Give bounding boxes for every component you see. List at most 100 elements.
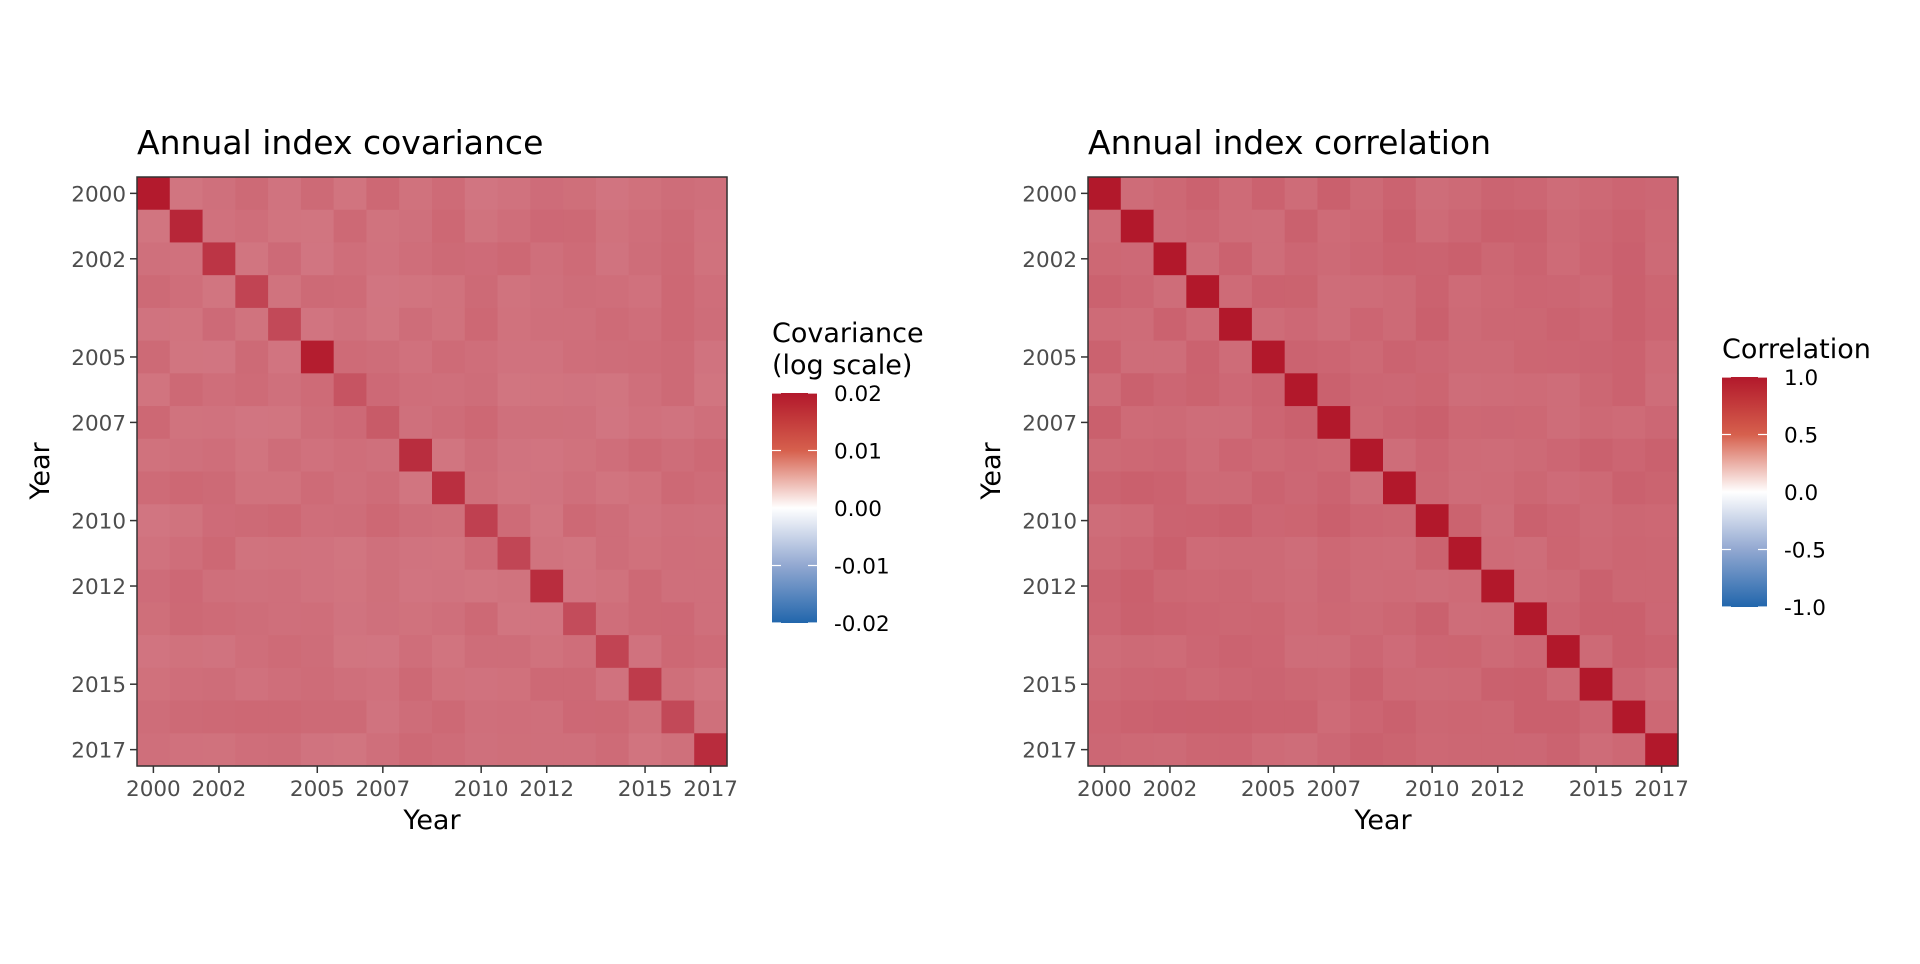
legend-label: 0.5	[1784, 424, 1818, 449]
heatmap-cell-diagonal	[1383, 471, 1417, 505]
heatmap-cell	[464, 275, 499, 309]
heatmap-cell	[1514, 406, 1548, 440]
heatmap-cell	[1153, 307, 1187, 342]
heatmap-cell	[1284, 733, 1319, 767]
heatmap-cell	[1612, 569, 1646, 603]
heatmap-cell	[1350, 635, 1384, 669]
heatmap-cell	[661, 536, 695, 571]
heatmap-cell	[595, 569, 630, 603]
heatmap-cell	[1514, 700, 1548, 734]
x-tick-label: 2015	[1569, 777, 1624, 802]
heatmap-cell	[464, 242, 499, 276]
heatmap-cell	[202, 177, 236, 211]
heatmap-cell	[694, 536, 728, 571]
heatmap-cell	[202, 667, 236, 702]
heatmap-cell	[1088, 406, 1122, 440]
heatmap-cell	[432, 536, 466, 571]
heatmap-cell	[432, 242, 466, 276]
heatmap-cell	[661, 340, 695, 374]
heatmap-cell	[1448, 177, 1482, 211]
heatmap-cell-diagonal	[1317, 406, 1351, 440]
heatmap-cell	[1088, 733, 1122, 767]
heatmap-cell	[1219, 406, 1253, 440]
heatmap-cell	[235, 373, 269, 407]
heatmap-cell	[661, 667, 695, 702]
heatmap-cell	[1350, 733, 1384, 767]
heatmap-cell	[399, 373, 433, 407]
legend-label: -0.5	[1784, 539, 1826, 564]
y-tick-label: 2000	[71, 182, 126, 207]
heatmap-cell	[1219, 733, 1253, 767]
x-tick-label: 2017	[683, 777, 738, 802]
legend-label: -0.01	[834, 555, 890, 580]
heatmap-cell	[1579, 209, 1614, 244]
heatmap-cell	[1317, 536, 1351, 571]
heatmap-cell	[1415, 340, 1450, 374]
heatmap-cell	[1284, 700, 1319, 734]
heatmap-cell	[1350, 602, 1384, 636]
heatmap-cell	[1514, 209, 1548, 244]
heatmap-cell-diagonal	[563, 602, 597, 636]
heatmap-cell	[1514, 569, 1548, 603]
heatmap-cell	[268, 733, 302, 767]
heatmap-cell-diagonal	[366, 406, 400, 440]
heatmap-cell	[1219, 471, 1253, 505]
heatmap-cell	[464, 602, 499, 636]
x-tick-label: 2000	[1077, 777, 1132, 802]
heatmap-cell	[333, 504, 368, 538]
heatmap-cell	[1579, 373, 1614, 407]
heatmap-cell	[694, 209, 728, 244]
heatmap-cell	[595, 471, 630, 505]
x-tick-label: 2015	[618, 777, 673, 802]
heatmap-cell	[1415, 471, 1450, 505]
heatmap-cell-diagonal	[464, 504, 499, 538]
heatmap-cell	[1251, 471, 1286, 505]
heatmap-cell	[628, 733, 663, 767]
heatmap-cell-diagonal	[595, 635, 630, 669]
heatmap-cell	[1317, 340, 1351, 374]
heatmap-cell	[1219, 340, 1253, 374]
heatmap-cell	[1251, 504, 1286, 538]
heatmap-cell-diagonal	[1219, 307, 1253, 342]
heatmap-cell	[366, 438, 400, 473]
heatmap-cell-diagonal	[1350, 438, 1384, 473]
heatmap-cell	[1153, 209, 1187, 244]
heatmap-cell	[1481, 242, 1515, 276]
heatmap-cell	[628, 471, 663, 505]
heatmap-cell	[169, 177, 204, 211]
heatmap-cell-diagonal	[1153, 242, 1187, 276]
heatmap-cell	[694, 504, 728, 538]
heatmap-cell	[661, 177, 695, 211]
heatmap-cell	[1612, 373, 1646, 407]
heatmap-cell	[333, 700, 368, 734]
heatmap-cell	[628, 569, 663, 603]
heatmap-cell	[1612, 471, 1646, 505]
heatmap-cell	[1415, 209, 1450, 244]
heatmap-cell	[1645, 307, 1679, 342]
heatmap-cell	[661, 307, 695, 342]
heatmap-cell	[1219, 635, 1253, 669]
heatmap-cell	[432, 504, 466, 538]
heatmap-cell	[1546, 373, 1581, 407]
heatmap-cell	[497, 275, 531, 309]
heatmap-cell	[661, 635, 695, 669]
heatmap-cell	[694, 340, 728, 374]
heatmap-cell	[1186, 602, 1220, 636]
heatmap-cell	[497, 438, 531, 473]
heatmap-cell	[235, 733, 269, 767]
heatmap-cell	[530, 602, 564, 636]
heatmap-cell	[333, 242, 368, 276]
y-axis-title: Year	[976, 442, 1007, 501]
heatmap-cell	[497, 504, 531, 538]
heatmap-cell	[1383, 307, 1417, 342]
heatmap-cell	[1645, 569, 1679, 603]
heatmap-cell	[202, 602, 236, 636]
y-tick-label: 2007	[71, 411, 126, 436]
heatmap-cell	[432, 373, 466, 407]
heatmap-cell	[137, 373, 171, 407]
heatmap-cell	[333, 307, 368, 342]
heatmap-cell	[300, 536, 335, 571]
legend-title-line-2: (log scale)	[772, 350, 912, 381]
heatmap-cell-diagonal	[1251, 340, 1286, 374]
heatmap-cell	[366, 602, 400, 636]
